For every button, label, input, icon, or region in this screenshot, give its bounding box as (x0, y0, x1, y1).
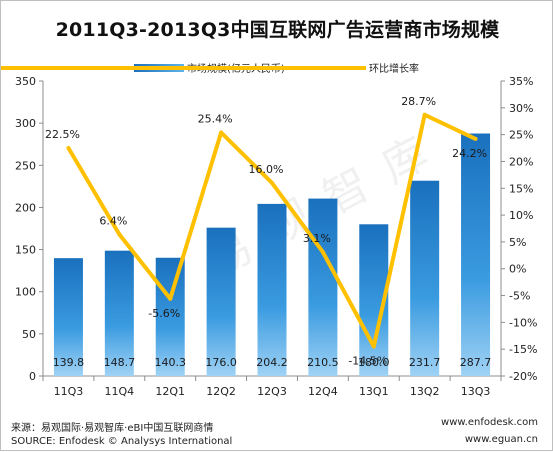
x-tick-label: 12Q3 (257, 385, 287, 398)
right-tick-label: 20% (509, 155, 533, 168)
bar (410, 180, 440, 376)
line-value-label: 3.1% (303, 232, 331, 245)
line-value-label: 6.4% (99, 214, 127, 227)
line-point (473, 136, 478, 141)
url-eguan: www.eguan.cn (464, 434, 538, 445)
url-enfodesk: www.enfodesk.com (441, 417, 538, 428)
bar-value-label: 210.5 (307, 356, 339, 369)
left-tick-label: 350 (15, 75, 36, 88)
right-tick-label: 15% (509, 182, 533, 195)
line-value-label: -5.6% (148, 307, 180, 320)
x-tick-label: 12Q2 (206, 385, 236, 398)
right-tick-label: -15% (509, 343, 537, 356)
x-tick-label: 12Q1 (155, 385, 185, 398)
x-axis-ticks: 11Q3 11Q4 12Q1 12Q2 12Q3 12Q4 13Q1 13Q2 13Q3 (42, 376, 502, 398)
bar-value-label: 287.7 (460, 356, 492, 369)
bar (53, 258, 83, 376)
bar-value-label: 204.2 (256, 356, 288, 369)
left-axis-ticks: 0 50 100 150 200 250 300 350 (15, 75, 43, 383)
bar (155, 257, 185, 376)
x-tick-label: 12Q4 (308, 385, 338, 398)
line-value-label: 28.7% (401, 95, 436, 108)
x-tick-label: 13Q2 (410, 385, 440, 398)
bar-value-label: 180.0 (358, 356, 390, 369)
line-point (219, 130, 224, 135)
line-point (270, 180, 274, 185)
left-tick-label: 300 (15, 117, 36, 130)
right-tick-label: 0% (509, 263, 526, 276)
line-point (371, 344, 376, 349)
x-tick-label: 13Q3 (461, 385, 491, 398)
bar (206, 227, 236, 376)
x-tick-label: 13Q1 (359, 385, 389, 398)
right-tick-label: 35% (509, 75, 533, 88)
legend-line-label: 环比增长率 (369, 62, 419, 75)
source-en: SOURCE: Enfodesk © Analysys Internationa… (11, 436, 233, 447)
line-value-label: -14.5% (348, 355, 387, 368)
line-point (320, 250, 325, 255)
right-axis-ticks: -20% -15% -10% -5% 0% 5% 10% 15% 20% 25% 30% 35% (501, 75, 537, 383)
x-tick-label: 11Q3 (54, 385, 84, 398)
line-value-label: 22.5% (45, 128, 80, 141)
line-series (66, 112, 478, 349)
line-point (66, 146, 71, 151)
legend: 市场规模(亿元人民币) 环比增长率 (1, 62, 419, 75)
bar (104, 250, 134, 376)
left-tick-label: 50 (22, 328, 36, 341)
left-tick-label: 100 (15, 286, 36, 299)
line-point (422, 112, 427, 117)
right-tick-label: 30% (509, 102, 533, 115)
bar-value-labels: 139.8 148.7 140.3 176.0 204.2 210.5 180.0 231.7… (53, 356, 492, 369)
x-tick-label: 11Q4 (105, 385, 135, 398)
left-tick-label: 200 (15, 201, 36, 214)
left-tick-label: 250 (15, 159, 36, 172)
line-value-label: 25.4% (198, 112, 233, 125)
bar-value-label: 140.3 (154, 356, 186, 369)
line-value-labels: 22.5% 6.4% -5.6% 25.4% 16.0% 3.1% -14.5% 28.7% 2… (45, 95, 487, 368)
bar-value-label: 148.7 (104, 356, 136, 369)
line-value-label: 16.0% (249, 163, 284, 176)
chart-title: 2011Q3-2013Q3中国互联网广告运营商市场规模 (55, 19, 500, 41)
right-tick-label: -20% (509, 370, 537, 383)
right-tick-label: 5% (509, 236, 526, 249)
line-point (168, 296, 173, 301)
bar-value-label: 139.8 (53, 356, 85, 369)
bar-value-label: 176.0 (205, 356, 237, 369)
right-tick-label: 25% (509, 129, 533, 142)
right-tick-label: -5% (509, 290, 530, 303)
right-tick-label: 10% (509, 209, 533, 222)
bar (461, 133, 491, 376)
left-tick-label: 0 (29, 370, 36, 383)
bar-value-label: 231.7 (409, 356, 441, 369)
line-value-label: 24.2% (452, 147, 487, 160)
right-tick-label: -10% (509, 316, 537, 329)
line-point (117, 232, 122, 237)
bar (308, 198, 338, 376)
bar (257, 203, 287, 376)
left-tick-label: 150 (15, 244, 36, 257)
source-cn: 来源：易观国际·易观智库·eBI中国互联网商情 (11, 423, 214, 434)
